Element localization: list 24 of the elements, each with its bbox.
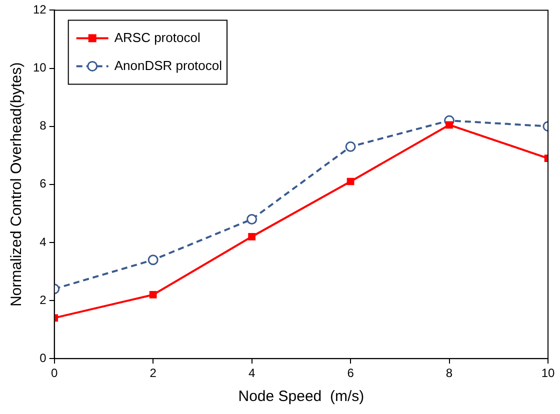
y-tick-label: 10	[32, 60, 47, 75]
y-axis-title: Normalized Control Overhead(bytes)	[8, 62, 26, 307]
y-tick-label: 2	[40, 292, 47, 307]
legend-label: AnonDSR protocol	[114, 58, 222, 73]
y-tick-label: 12	[32, 2, 47, 17]
y-tick-label: 8	[40, 118, 47, 133]
y-tick-label: 0	[40, 350, 47, 365]
point	[345, 141, 356, 152]
y-tick-label: 6	[40, 176, 47, 191]
legend-label: ARSC protocol	[114, 30, 200, 45]
x-axis-title: Node Speed (m/s)	[238, 388, 364, 406]
x-tick-label: 4	[248, 366, 256, 380]
point	[248, 232, 256, 240]
x-tick-label: 6	[347, 366, 354, 380]
point	[346, 178, 354, 186]
point	[446, 121, 453, 129]
point	[148, 254, 158, 266]
point	[149, 291, 157, 298]
x-tick-label: 2	[150, 366, 157, 380]
x-tick-label: 0	[51, 366, 58, 380]
point	[246, 214, 258, 224]
x-tick-label: 8	[446, 366, 453, 380]
y-tick-label: 4	[40, 234, 47, 249]
x-tick-label: 10	[541, 366, 555, 380]
